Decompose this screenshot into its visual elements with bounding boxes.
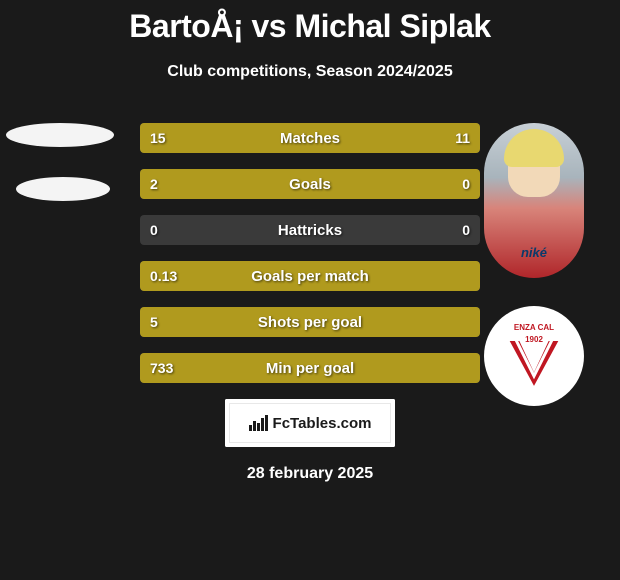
stat-value-right: 0	[462, 169, 470, 199]
comparison-content: niké ENZA CAL 1902 15Matches112Goals00Ha…	[0, 123, 620, 483]
stat-label: Matches	[140, 123, 480, 153]
stat-value-right: 11	[455, 123, 470, 153]
stat-row: 15Matches11	[140, 123, 480, 153]
player2-jersey-text: niké	[484, 245, 584, 260]
player2-photo: niké	[484, 123, 584, 278]
svg-text:ENZA CAL: ENZA CAL	[514, 323, 554, 332]
club-logo-v-icon: ENZA CAL 1902	[502, 320, 566, 392]
brand-chart-icon	[249, 415, 269, 431]
stat-label: Min per goal	[140, 353, 480, 383]
stat-row: 0.13Goals per match	[140, 261, 480, 291]
brand-text: FcTables.com	[273, 415, 372, 432]
comparison-bars: 15Matches112Goals00Hattricks00.13Goals p…	[140, 123, 480, 383]
player1-placeholder-2	[16, 177, 110, 201]
stat-row: 733Min per goal	[140, 353, 480, 383]
stat-label: Goals per match	[140, 261, 480, 291]
stat-row: 2Goals0	[140, 169, 480, 199]
stat-label: Shots per goal	[140, 307, 480, 337]
player1-placeholder-1	[6, 123, 114, 147]
player2-avatar-area: niké ENZA CAL 1902	[484, 123, 592, 406]
subtitle: Club competitions, Season 2024/2025	[0, 63, 620, 81]
brand-box: FcTables.com	[225, 399, 395, 447]
stat-row: 5Shots per goal	[140, 307, 480, 337]
page-title: BartoÅ¡ vs Michal Siplak	[0, 0, 620, 45]
stat-value-right: 0	[462, 215, 470, 245]
stat-row: 0Hattricks0	[140, 215, 480, 245]
svg-text:1902: 1902	[525, 335, 543, 344]
player1-avatar-area	[6, 123, 114, 231]
stat-label: Hattricks	[140, 215, 480, 245]
player2-club-logo: ENZA CAL 1902	[484, 306, 584, 406]
stat-label: Goals	[140, 169, 480, 199]
date-line: 28 february 2025	[0, 465, 620, 483]
brand-label: FcTables.com	[249, 415, 372, 432]
